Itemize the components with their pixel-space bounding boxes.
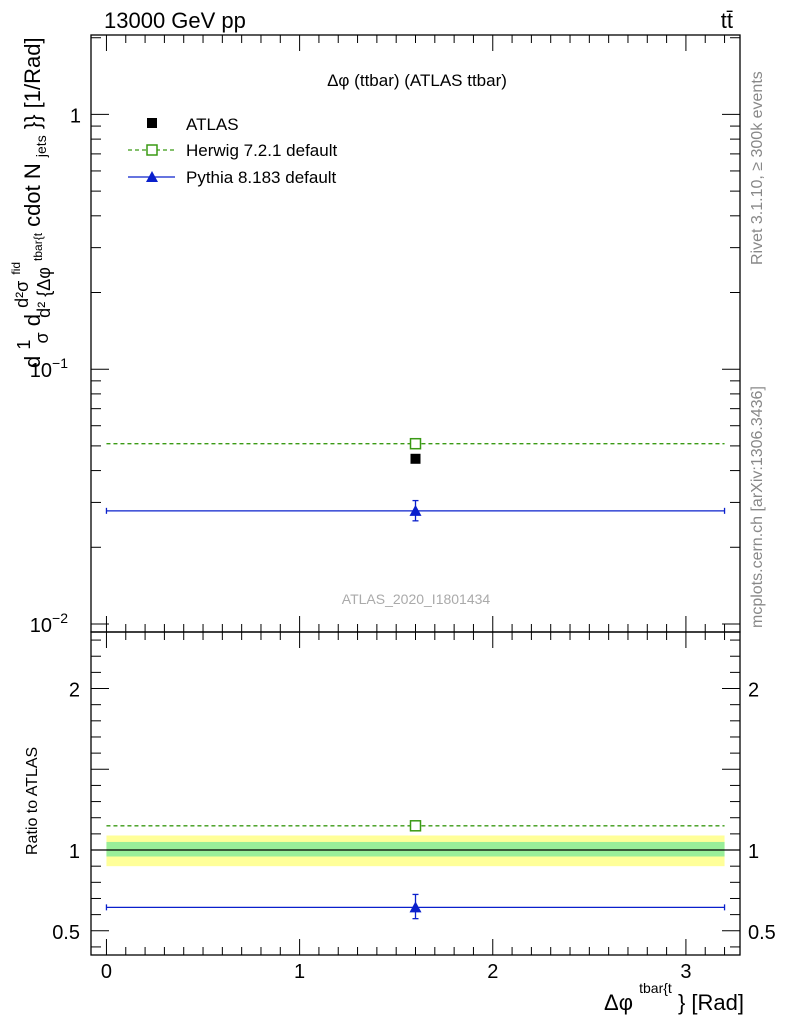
ylabel-frac1-num: 1 — [14, 340, 34, 350]
legend: ATLAS Herwig 7.2.1 default Pythia 8.183 … — [128, 115, 337, 187]
x-axis-label: Δφ tbar{t } [Rad] — [604, 973, 744, 1015]
ratio-y-tick-label-left: 0.5 — [52, 922, 80, 944]
energy-label: 13000 GeV pp — [104, 8, 246, 33]
x-tick-label: 2 — [487, 961, 498, 983]
main-y-tick-label-exponent: −1 — [52, 355, 68, 371]
ratio-panel: 2 2 1 1 0.5 0.5 Ratio to ATLAS — [24, 631, 776, 956]
ylabel-frac2-den-sup: tbar{t — [31, 232, 45, 261]
main-y-axis-label: d 1 σ d d²σ fid d² {Δφ tbar{t cdot N jet… — [0, 37, 55, 368]
legend-atlas-marker — [147, 118, 157, 128]
x-axis-label-sup: tbar{t — [639, 980, 672, 996]
legend-herwig-label: Herwig 7.2.1 default — [186, 141, 337, 160]
ylabel-tail-end: }} [1/Rad] — [20, 37, 45, 129]
main-y-tick-label-base: 10 — [30, 615, 52, 637]
main-marks — [105, 437, 726, 522]
x-tick-label: 0 — [101, 961, 112, 983]
main-y-tick-labels: 110−110−2 — [30, 105, 81, 637]
ylabel-frac2-num: d²σ — [12, 281, 32, 308]
x-axis: 0 1 2 3 Δφ tbar{t } [Rad] — [101, 961, 744, 1015]
main-y-tick-label: 1 — [70, 105, 81, 127]
ylabel-d: d — [20, 314, 45, 326]
ylabel-tail: cdot N — [20, 163, 45, 227]
legend-pythia-label: Pythia 8.183 default — [186, 168, 337, 187]
atlas-data-point — [410, 453, 421, 464]
main-y-tick-label-base: 1 — [70, 105, 81, 127]
x-axis-label-main: Δφ — [604, 990, 633, 1015]
ratio-y-tick-labels: 2 2 1 1 0.5 0.5 — [52, 680, 776, 944]
ratio-y-tick-label-left: 2 — [69, 680, 80, 702]
ylabel-frac2-den: d² {Δφ — [34, 267, 54, 318]
main-panel: 110−110−2 Δφ (ttbar) (ATLAS ttbar) ATLAS… — [0, 34, 741, 637]
ylabel-lead: d — [20, 356, 45, 368]
pythia-marker — [409, 504, 422, 516]
legend-pythia-marker — [146, 171, 158, 182]
ratio-marks — [91, 820, 740, 920]
ylabel-tail-sub: jets — [33, 135, 49, 158]
x-axis-label-tail: } [Rad] — [678, 990, 744, 1015]
ratio-y-tick-label-right: 0.5 — [748, 922, 776, 944]
main-y-tick-label: 10−2 — [30, 610, 68, 637]
ratio-y-tick-label-left: 1 — [69, 841, 80, 863]
ylabel-frac1-den: σ — [32, 332, 52, 343]
process-label: tt̄ — [721, 8, 733, 33]
x-tick-labels: 0 1 2 3 — [101, 961, 692, 983]
herwig-marker — [409, 437, 422, 450]
mcplots-label: mcplots.cern.ch [arXiv:1306.3436] — [749, 386, 766, 628]
main-y-tick-label-exponent: −2 — [52, 610, 68, 626]
main-y-tick-label: 10−1 — [30, 355, 68, 382]
herwig-ratio-marker — [409, 820, 422, 832]
legend-atlas-label: ATLAS — [186, 115, 239, 134]
pythia-ratio-marker — [409, 901, 422, 913]
x-tick-label: 1 — [294, 961, 305, 983]
main-title: Δφ (ttbar) (ATLAS ttbar) — [327, 71, 507, 90]
ratio-ticks — [91, 632, 740, 955]
ratio-y-tick-label-right: 1 — [748, 841, 759, 863]
ratio-y-axis-label: Ratio to ATLAS — [24, 747, 41, 855]
ratio-stat-band — [106, 841, 725, 857]
ylabel-frac2-num-sup: fid — [9, 262, 23, 275]
main-y-tick-label-base: 10 — [30, 360, 52, 382]
x-tick-label: 3 — [680, 961, 691, 983]
legend-herwig-marker — [146, 144, 158, 156]
main-ticks — [91, 35, 740, 632]
watermark: ATLAS_2020_I1801434 — [342, 591, 491, 607]
ratio-y-tick-label-right: 2 — [748, 680, 759, 702]
rivet-label: Rivet 3.1.10, ≥ 300k events — [749, 71, 766, 265]
